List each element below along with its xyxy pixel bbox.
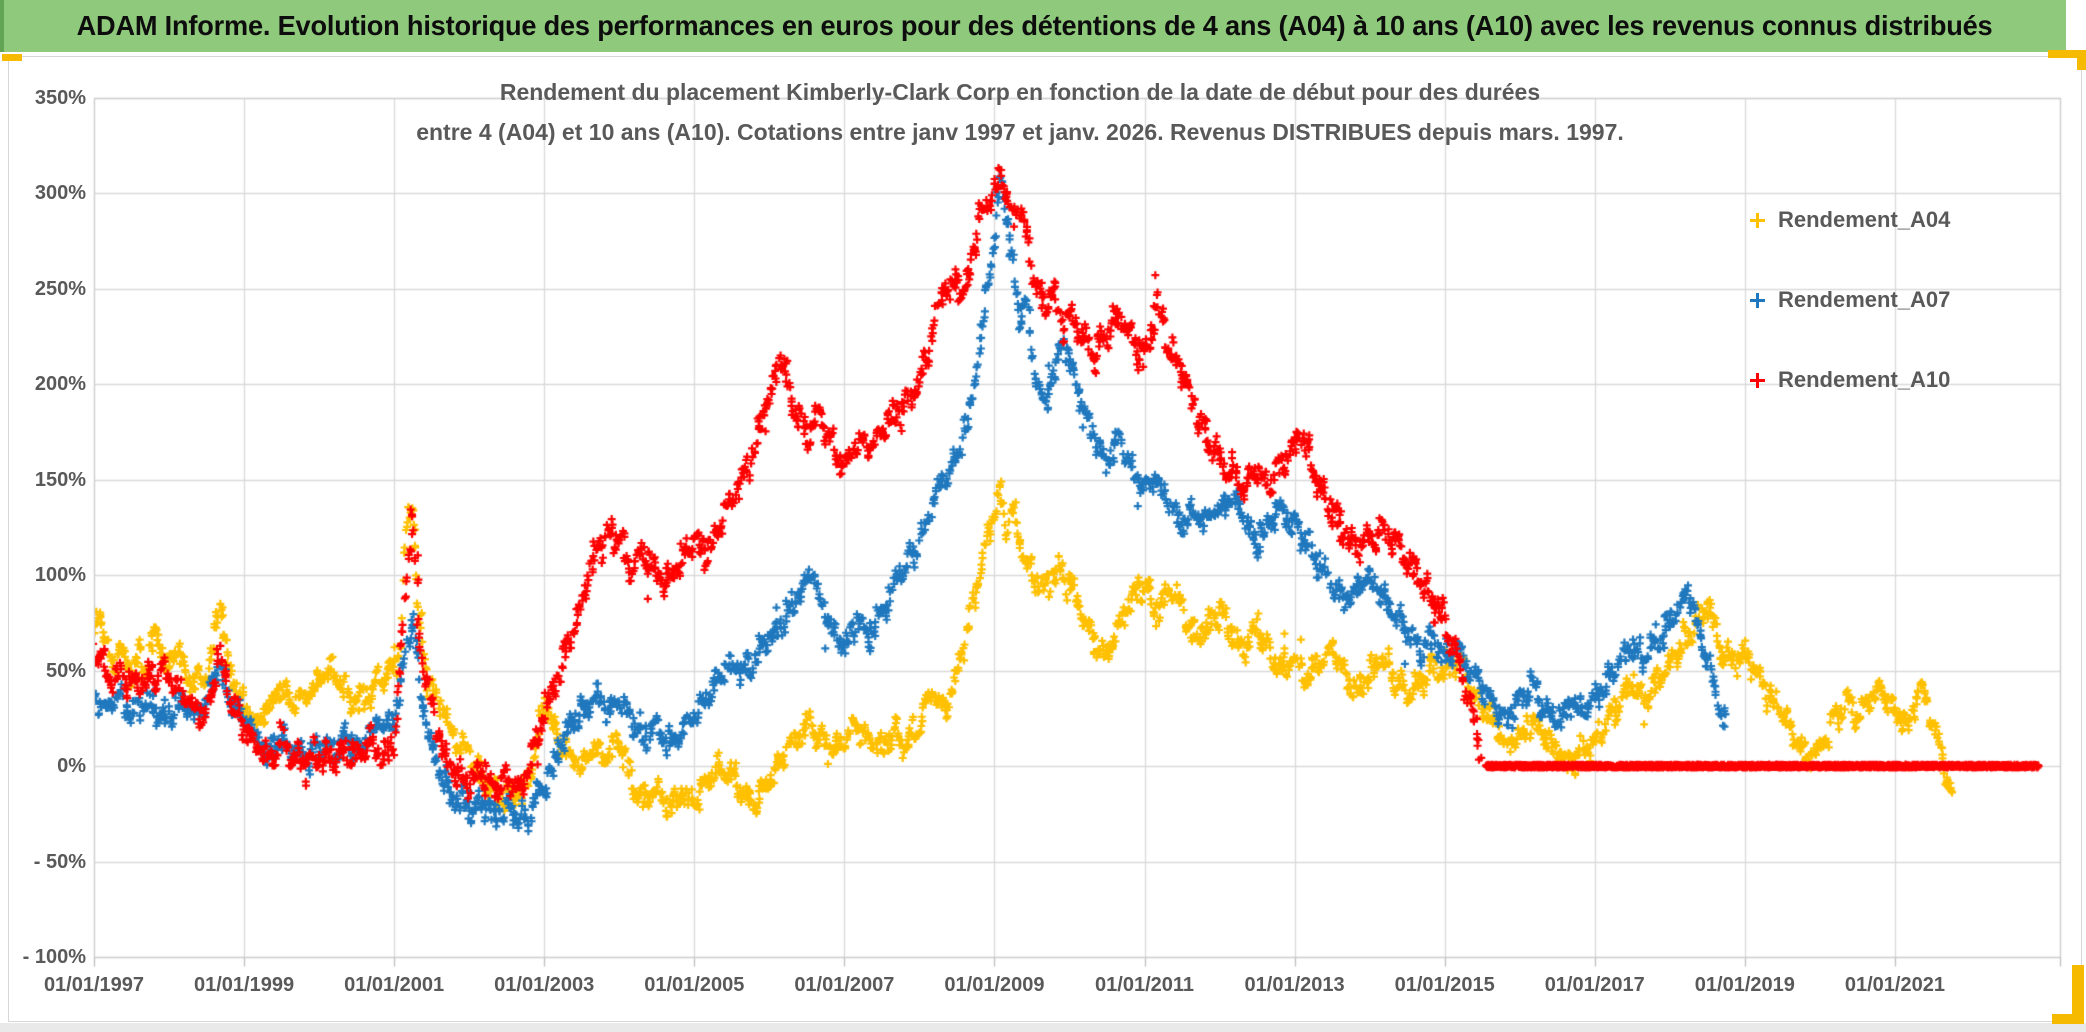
y-tick-label: 0% <box>57 755 86 778</box>
x-tick-label: 01/01/2021 <box>1844 974 1945 996</box>
selection-handle-bottom-right-vertical[interactable] <box>2072 965 2084 1024</box>
x-tick-label: 01/01/2009 <box>944 974 1045 996</box>
y-tick-label: 350% <box>34 87 86 109</box>
x-tick-label: 01/01/2017 <box>1544 974 1645 996</box>
legend-item-a07[interactable]: Rendement_A07 <box>1750 282 1950 318</box>
plus-marker-icon <box>1750 212 1765 228</box>
selection-handle-top-left[interactable] <box>2 54 22 61</box>
legend-item-a10[interactable]: Rendement_A10 <box>1750 362 1950 398</box>
chart-title-line1: Rendement du placement Kimberly-Clark Co… <box>499 79 1541 105</box>
chart-title-line2: entre 4 (A04) et 10 ans (A10). Cotations… <box>416 119 1624 145</box>
y-tick-label: - 100% <box>22 946 86 968</box>
x-tick-label: 01/01/2011 <box>1095 974 1195 996</box>
x-tick-label: 01/01/2001 <box>344 974 445 996</box>
y-tick-label: 250% <box>34 277 86 300</box>
window-bottom-strip <box>0 1023 2086 1032</box>
x-tick-label: 01/01/1999 <box>194 974 295 996</box>
y-tick-label: 150% <box>34 468 86 491</box>
x-tick-label: 01/01/2005 <box>644 974 745 996</box>
x-tick-label: 01/01/2019 <box>1694 974 1795 996</box>
x-tick-label: 01/01/2007 <box>794 974 895 996</box>
banner-title: ADAM Informe. Evolution historique des p… <box>77 10 1993 41</box>
x-tick-label: 01/01/2015 <box>1394 974 1495 996</box>
legend: Rendement_A04 Rendement_A07 Rendement_A1… <box>1750 202 1950 398</box>
y-tick-label: 200% <box>34 373 86 396</box>
x-tick-label: 01/01/1997 <box>43 974 145 996</box>
legend-label: Rendement_A07 <box>1778 287 1951 312</box>
plus-marker-icon <box>1750 372 1765 388</box>
selection-handle-top-right[interactable] <box>2048 50 2086 58</box>
selection-handle-bottom-right[interactable] <box>2052 1014 2084 1024</box>
y-tick-label: 50% <box>45 659 86 682</box>
y-tick-label: - 50% <box>33 850 86 873</box>
selection-handle-top-right-vertical[interactable] <box>2077 50 2086 70</box>
x-tick-label: 01/01/2013 <box>1244 974 1345 996</box>
x-tick-label: 01/01/2003 <box>494 974 595 996</box>
chart-title: Rendement du placement Kimberly-Clark Co… <box>0 72 2040 152</box>
plus-marker-icon <box>1750 292 1765 308</box>
legend-label: Rendement_A10 <box>1778 367 1951 392</box>
y-tick-label: 100% <box>34 564 86 587</box>
y-tick-label: 300% <box>34 182 86 205</box>
title-banner: ADAM Informe. Evolution historique des p… <box>0 0 2066 52</box>
legend-item-a04[interactable]: Rendement_A04 <box>1750 202 1950 238</box>
legend-label: Rendement_A04 <box>1778 207 1951 232</box>
